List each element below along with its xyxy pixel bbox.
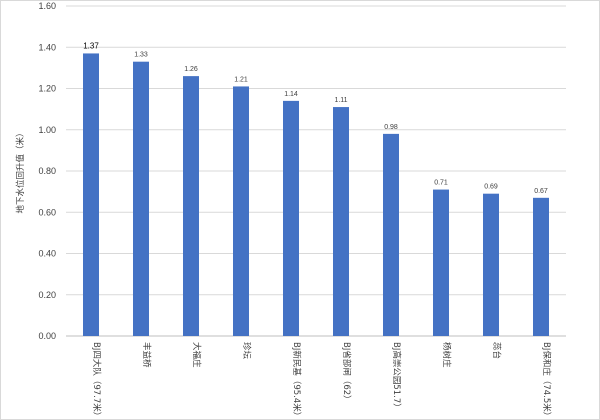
bar xyxy=(233,86,249,336)
bar xyxy=(333,107,349,336)
category-labels: BJ四大队（97.7米） 丰益桥 大福庄 珍坛 BJ新民基（95.4米） BJ省部闸（62… xyxy=(91,342,552,420)
y-axis-label: 地下水位回升值（米） xyxy=(15,128,26,213)
data-label: 1.33 xyxy=(134,52,148,59)
y-axis-ticks: 0.00 0.20 0.40 0.60 0.80 1.00 1.20 1.40 1.60 xyxy=(38,1,56,341)
y-tick-label: 0.20 xyxy=(38,290,56,300)
data-label: 0.71 xyxy=(434,180,448,187)
y-tick-label: 0.80 xyxy=(38,166,56,176)
data-label: 1.21 xyxy=(234,76,248,83)
category-label: BJ省部闸（62） xyxy=(341,342,352,404)
bar xyxy=(133,61,149,336)
y-tick-label: 1.00 xyxy=(38,125,56,135)
category-label: BJ保和庄（74.5米） xyxy=(541,342,552,420)
data-label: 0.69 xyxy=(484,184,498,191)
y-tick-label: 0.00 xyxy=(38,331,56,341)
bar xyxy=(383,133,399,336)
y-tick-label: 1.40 xyxy=(38,42,56,52)
y-tick-label: 1.20 xyxy=(38,84,56,94)
category-label: 杨树庄 xyxy=(441,342,452,368)
bar xyxy=(483,193,499,336)
data-labels: 1.37 1.33 1.26 1.21 1.14 1.11 0.98 0.71 0.69 0.67 xyxy=(83,41,548,194)
y-tick-label: 1.60 xyxy=(38,1,56,11)
bar xyxy=(183,76,199,336)
category-label: 珍坛 xyxy=(241,342,252,360)
y-tick-label: 0.60 xyxy=(38,207,56,217)
data-label: 1.11 xyxy=(334,97,347,104)
category-label: BJ高崇公园51.7） xyxy=(391,342,402,412)
data-label: 1.37 xyxy=(83,41,99,50)
gridlines xyxy=(66,5,566,337)
bar xyxy=(433,189,449,336)
category-label: BJ四大队（97.7米） xyxy=(91,342,102,420)
data-label: 0.67 xyxy=(534,188,548,195)
bars xyxy=(83,53,549,336)
category-label: BJ新民基（95.4米） xyxy=(291,342,302,420)
category-label: 丰益桥 xyxy=(141,342,152,368)
bar xyxy=(283,100,299,336)
category-label: 大福庄 xyxy=(191,342,202,368)
category-label: 蕊台 xyxy=(491,342,502,359)
bar xyxy=(533,197,549,336)
bar xyxy=(83,53,99,336)
y-tick-label: 0.40 xyxy=(38,249,56,259)
data-label: 1.26 xyxy=(184,66,198,73)
data-label: 1.14 xyxy=(284,91,298,98)
data-label: 0.98 xyxy=(384,124,398,131)
